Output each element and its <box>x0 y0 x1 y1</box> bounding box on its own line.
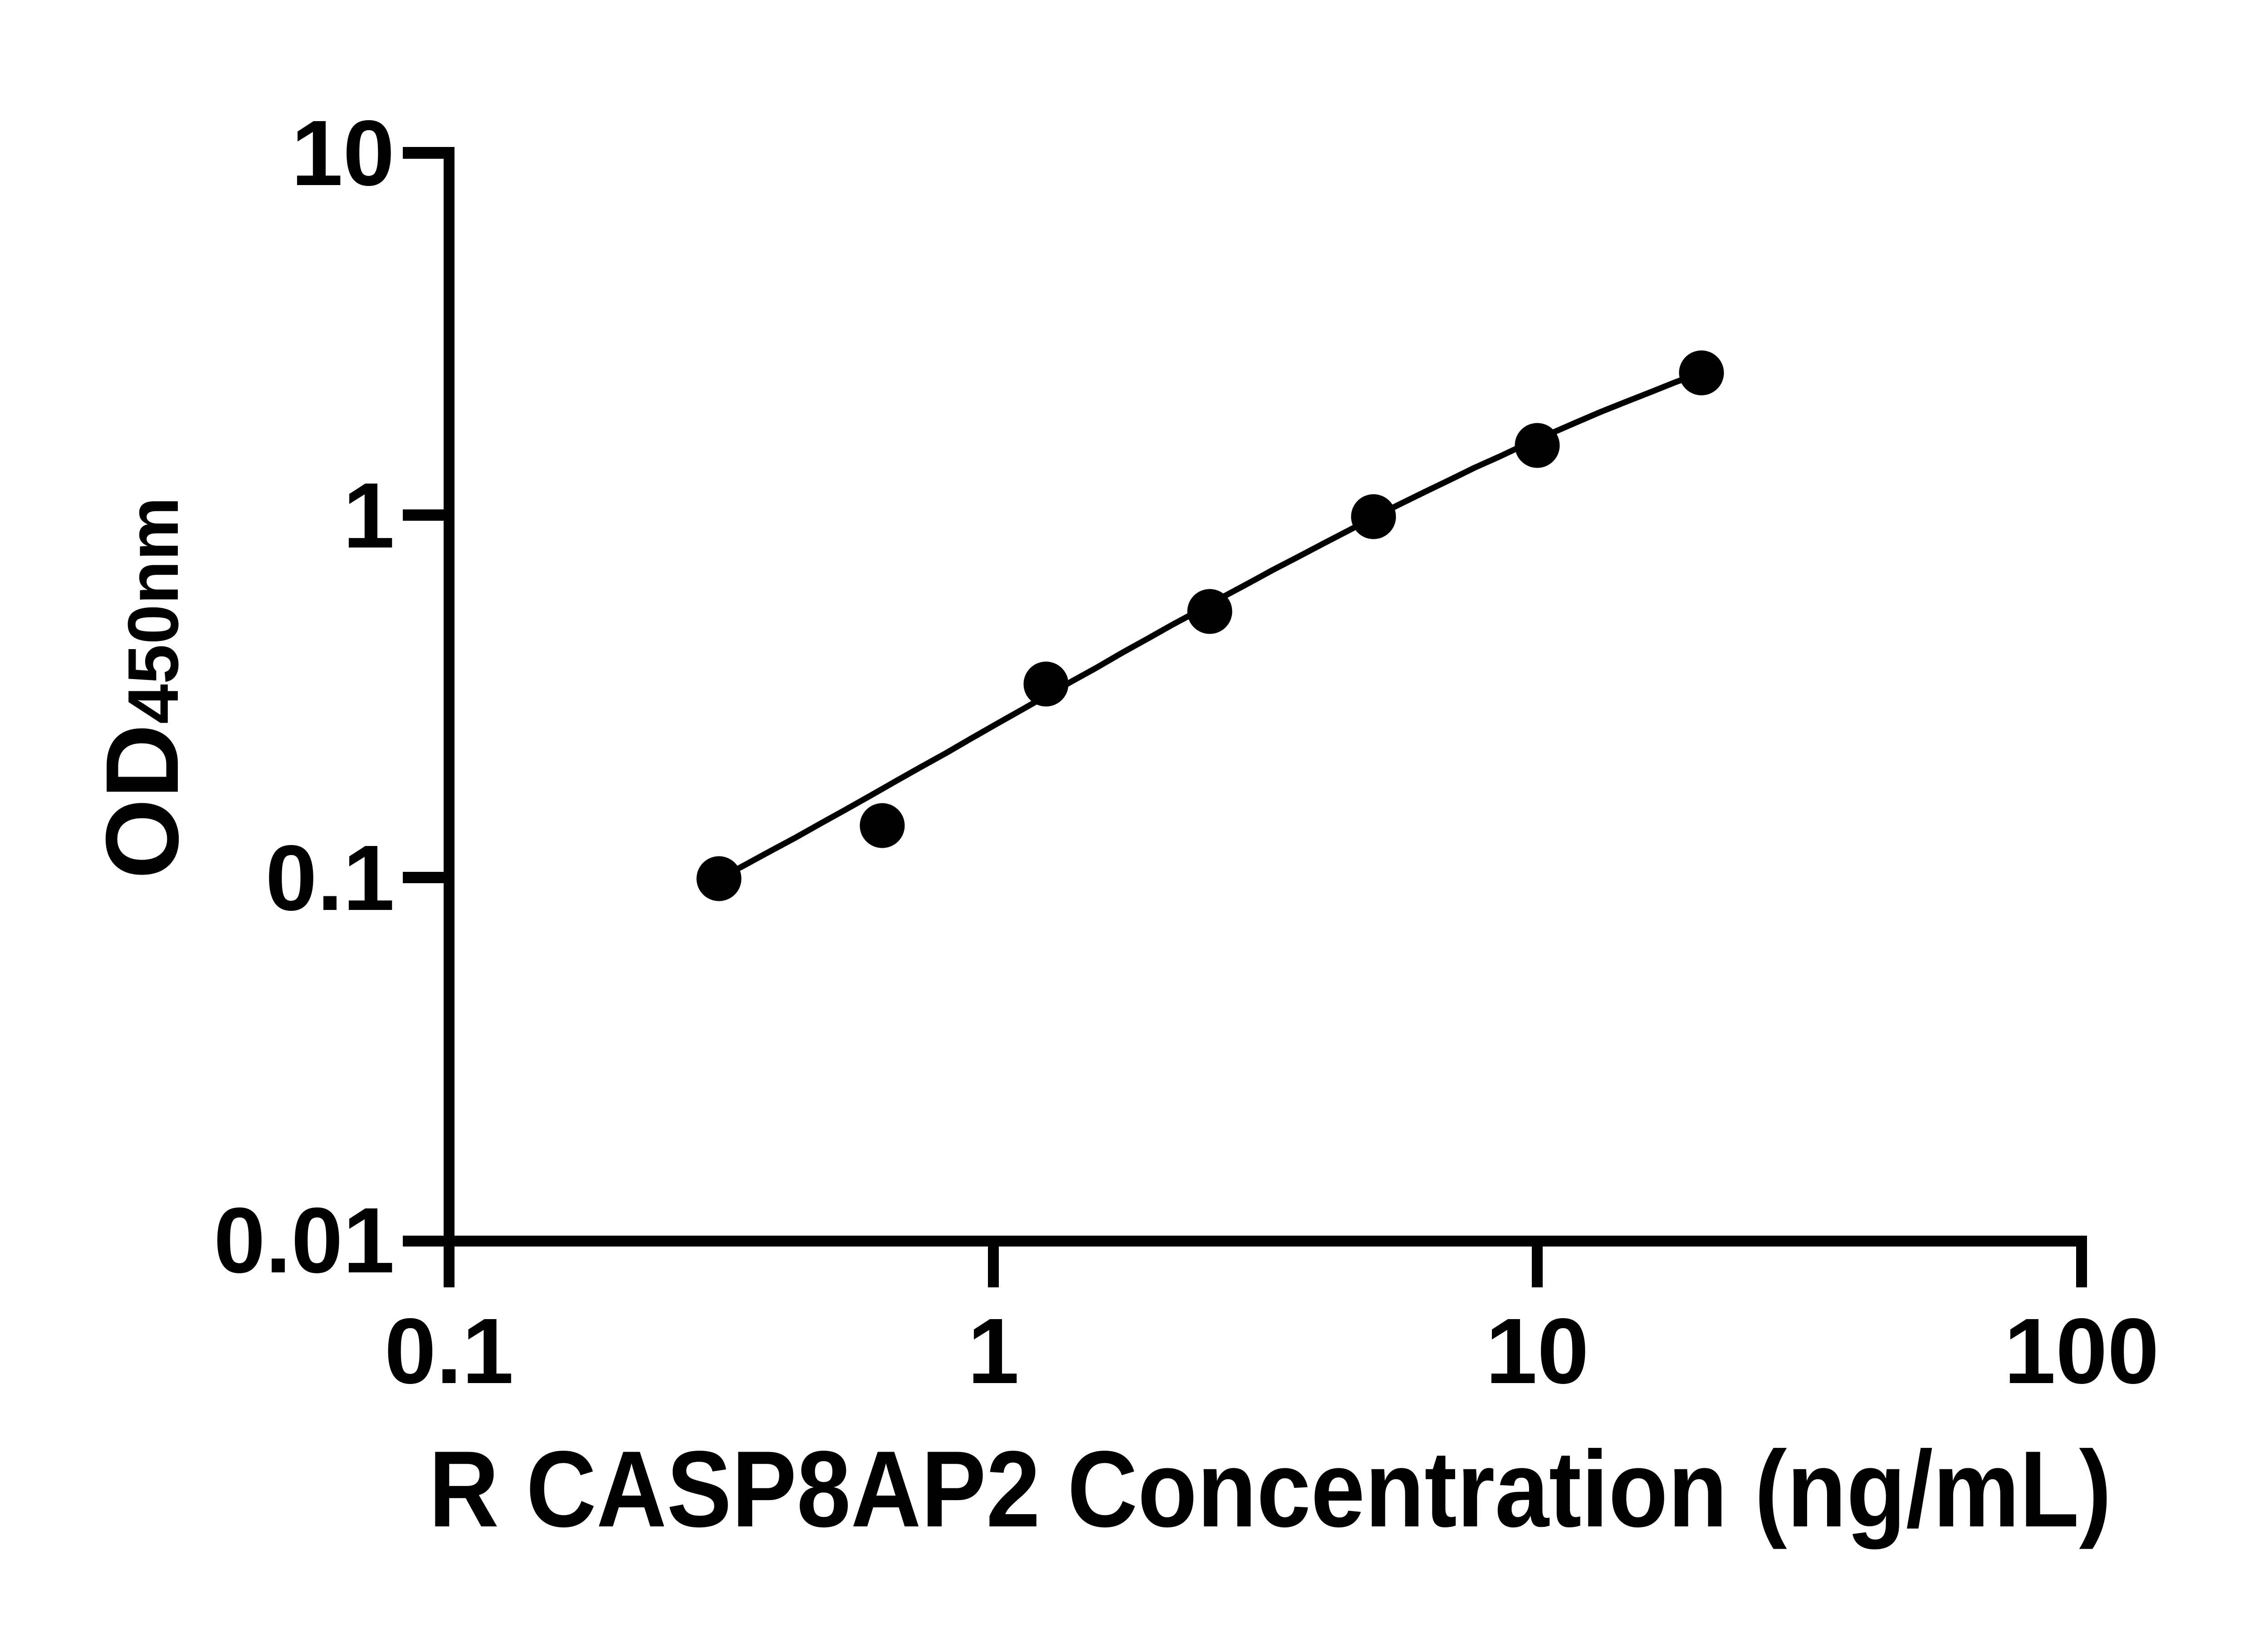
svg-text:0.1: 0.1 <box>265 826 395 930</box>
svg-text:1: 1 <box>343 464 395 567</box>
svg-text:0.01: 0.01 <box>214 1188 395 1292</box>
svg-text:OD450nm: OD450nm <box>85 497 200 879</box>
svg-text:10: 10 <box>1486 1299 1589 1403</box>
svg-text:0.1: 0.1 <box>385 1299 514 1403</box>
svg-text:100: 100 <box>2004 1299 2159 1403</box>
svg-text:R CASP8AP2 Concentration (ng/m: R CASP8AP2 Concentration (ng/mL) <box>429 1428 2112 1550</box>
svg-text:1: 1 <box>968 1299 1019 1403</box>
svg-text:10: 10 <box>291 101 395 205</box>
